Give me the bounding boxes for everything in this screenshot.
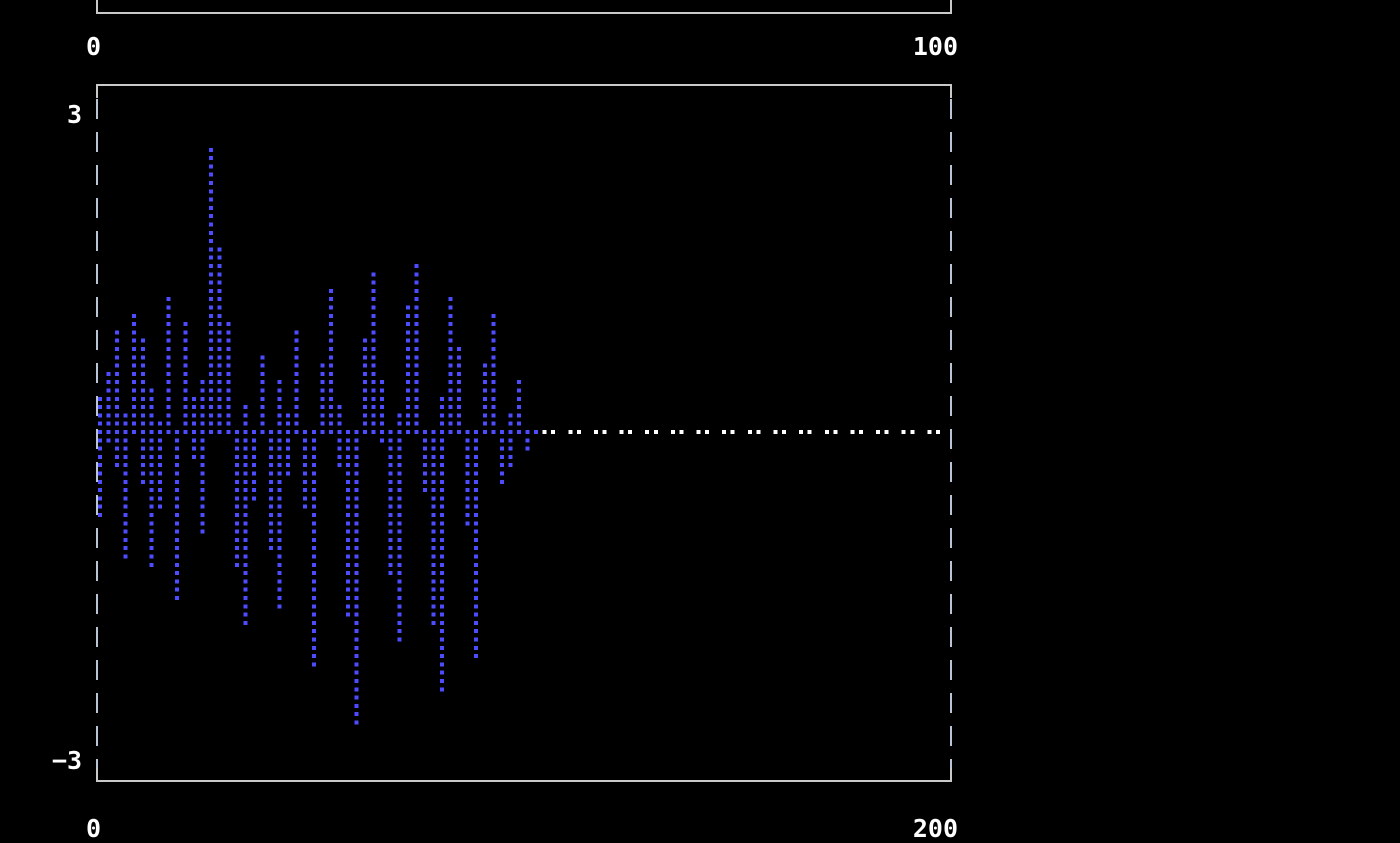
main-plot-top-right-tick bbox=[950, 84, 952, 98]
main-plot-top-rule bbox=[96, 84, 952, 86]
main-plot-left-border bbox=[96, 99, 98, 771]
main-plot-right-border bbox=[950, 99, 952, 771]
upper-plot-bottom-rule bbox=[96, 12, 952, 14]
main-plot-y-max-label: 3 bbox=[66, 100, 82, 129]
main-plot-bottom-right-tick bbox=[950, 768, 952, 782]
main-plot-y-min-label: −3 bbox=[51, 746, 82, 775]
upper-plot-x-min-label: 0 bbox=[86, 32, 102, 61]
main-plot-top-left-tick bbox=[96, 84, 98, 98]
upper-plot-bottom-left-tick bbox=[96, 0, 98, 14]
upper-plot-x-max-label: 100 bbox=[912, 32, 958, 61]
main-plot-bottom-rule bbox=[96, 780, 952, 782]
upper-plot-bottom-right-tick bbox=[950, 0, 952, 14]
main-plot-bottom-left-tick bbox=[96, 768, 98, 782]
main-plot-x-min-label: 0 bbox=[86, 814, 102, 843]
main-plot-x-max-label: 200 bbox=[912, 814, 958, 843]
